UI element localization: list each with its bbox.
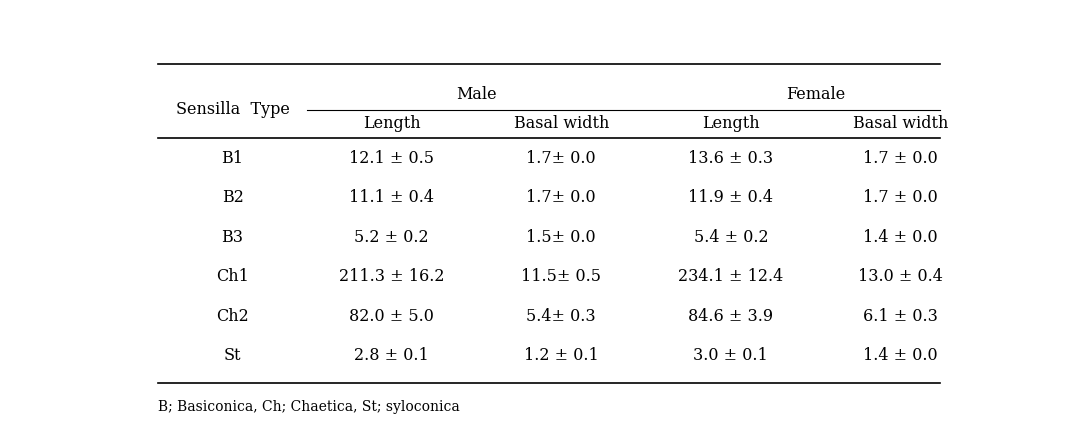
Text: 1.5± 0.0: 1.5± 0.0 bbox=[526, 229, 596, 246]
Text: 1.7 ± 0.0: 1.7 ± 0.0 bbox=[863, 189, 938, 206]
Text: 11.1 ± 0.4: 11.1 ± 0.4 bbox=[349, 189, 434, 206]
Text: 12.1 ± 0.5: 12.1 ± 0.5 bbox=[349, 150, 434, 167]
Text: Male: Male bbox=[457, 86, 497, 103]
Text: 6.1 ± 0.3: 6.1 ± 0.3 bbox=[863, 308, 938, 325]
Text: B; Basiconica, Ch; Chaetica, St; syloconica: B; Basiconica, Ch; Chaetica, St; sylocon… bbox=[158, 400, 460, 414]
Text: 13.0 ± 0.4: 13.0 ± 0.4 bbox=[858, 268, 943, 285]
Text: 5.2 ± 0.2: 5.2 ± 0.2 bbox=[354, 229, 429, 246]
Text: B3: B3 bbox=[222, 229, 243, 246]
Text: 1.7± 0.0: 1.7± 0.0 bbox=[526, 150, 596, 167]
Text: Ch2: Ch2 bbox=[217, 308, 249, 325]
Text: Female: Female bbox=[786, 86, 845, 103]
Text: 13.6 ± 0.3: 13.6 ± 0.3 bbox=[688, 150, 774, 167]
Text: 84.6 ± 3.9: 84.6 ± 3.9 bbox=[688, 308, 774, 325]
Text: St: St bbox=[224, 347, 241, 364]
Text: Ch1: Ch1 bbox=[217, 268, 249, 285]
Text: Length: Length bbox=[702, 116, 760, 132]
Text: Sensilla  Type: Sensilla Type bbox=[176, 101, 289, 118]
Text: 1.4 ± 0.0: 1.4 ± 0.0 bbox=[863, 347, 938, 364]
Text: 11.9 ± 0.4: 11.9 ± 0.4 bbox=[688, 189, 774, 206]
Text: 2.8 ± 0.1: 2.8 ± 0.1 bbox=[354, 347, 429, 364]
Text: 1.7 ± 0.0: 1.7 ± 0.0 bbox=[863, 150, 938, 167]
Text: 3.0 ± 0.1: 3.0 ± 0.1 bbox=[694, 347, 768, 364]
Text: 1.2 ± 0.1: 1.2 ± 0.1 bbox=[524, 347, 599, 364]
Text: Basal width: Basal width bbox=[853, 116, 949, 132]
Text: B1: B1 bbox=[222, 150, 243, 167]
Text: 1.4 ± 0.0: 1.4 ± 0.0 bbox=[863, 229, 938, 246]
Text: 5.4 ± 0.2: 5.4 ± 0.2 bbox=[694, 229, 768, 246]
Text: 1.7± 0.0: 1.7± 0.0 bbox=[526, 189, 596, 206]
Text: 234.1 ± 12.4: 234.1 ± 12.4 bbox=[679, 268, 783, 285]
Text: 5.4± 0.3: 5.4± 0.3 bbox=[526, 308, 596, 325]
Text: Length: Length bbox=[363, 116, 420, 132]
Text: B2: B2 bbox=[222, 189, 243, 206]
Text: 211.3 ± 16.2: 211.3 ± 16.2 bbox=[339, 268, 445, 285]
Text: 82.0 ± 5.0: 82.0 ± 5.0 bbox=[349, 308, 434, 325]
Text: Basal width: Basal width bbox=[513, 116, 609, 132]
Text: 11.5± 0.5: 11.5± 0.5 bbox=[522, 268, 602, 285]
